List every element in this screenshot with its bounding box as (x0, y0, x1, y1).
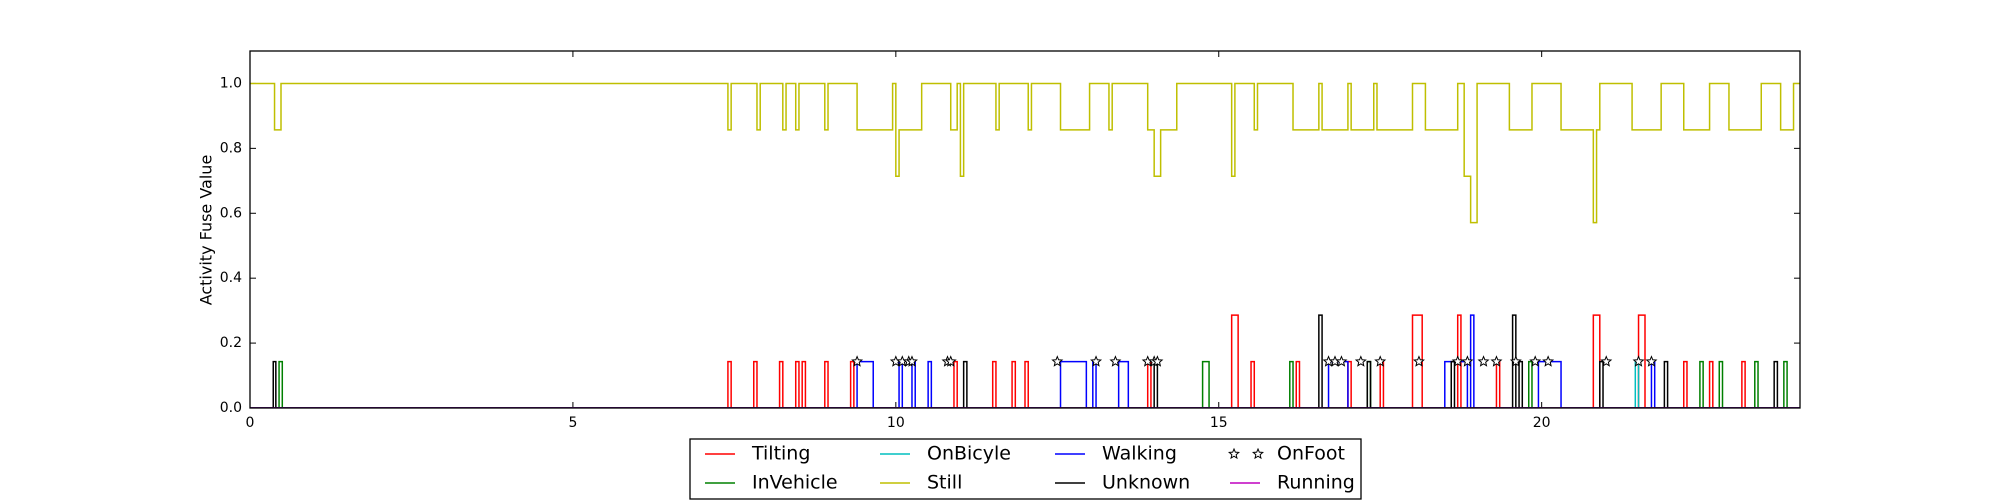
x-tick-label: 5 (568, 415, 577, 431)
x-tick-label: 0 (246, 415, 255, 431)
marker (1335, 355, 1348, 367)
marker (1461, 355, 1474, 367)
marker (905, 355, 918, 367)
legend-label: Tilting (751, 443, 810, 465)
legend-label: OnFoot (1277, 443, 1345, 465)
marker (1645, 355, 1658, 367)
series-line (250, 360, 1800, 408)
y-tick-label: 1.0 (220, 75, 242, 91)
series-line (250, 314, 1800, 408)
plot-frame (249, 50, 1801, 409)
legend-label: Still (927, 472, 962, 494)
legend-label: Running (1277, 472, 1355, 494)
series-line (250, 82, 1800, 224)
marker (1600, 355, 1613, 367)
marker (1509, 355, 1522, 367)
y-tick-label: 0.4 (220, 270, 242, 286)
marker (1151, 355, 1164, 367)
series-line (250, 314, 1800, 408)
x-tick-label: 10 (887, 415, 905, 431)
marker (944, 355, 957, 367)
marker (1490, 355, 1503, 367)
legend-label: Walking (1102, 443, 1177, 465)
y-tick-label: 0.6 (220, 205, 242, 221)
legend-frame (689, 438, 1362, 500)
x-tick-label: 20 (1533, 415, 1551, 431)
legend-label: InVehicle (752, 472, 838, 494)
marker (1090, 355, 1103, 367)
y-axis-label: Activity Fuse Value (197, 155, 216, 306)
y-tick-label: 0.0 (220, 400, 242, 416)
marker (1477, 355, 1490, 367)
marker (1632, 355, 1645, 367)
marker (1412, 355, 1425, 367)
marker (1451, 355, 1464, 367)
legend-label: OnBicyle (927, 443, 1011, 465)
marker (1051, 355, 1064, 367)
marker (1109, 355, 1122, 367)
marker (1354, 355, 1367, 367)
y-tick-label: 0.2 (220, 335, 242, 351)
marker (1374, 355, 1387, 367)
marker (1529, 355, 1542, 367)
marker (851, 355, 864, 367)
marker (1542, 355, 1555, 367)
legend-label: Unknown (1102, 472, 1190, 494)
legend-marker (1252, 447, 1264, 460)
x-tick-label: 15 (1210, 415, 1228, 431)
legend-marker (1228, 447, 1240, 460)
y-tick-label: 0.8 (220, 140, 242, 156)
plot-area (250, 82, 1800, 408)
